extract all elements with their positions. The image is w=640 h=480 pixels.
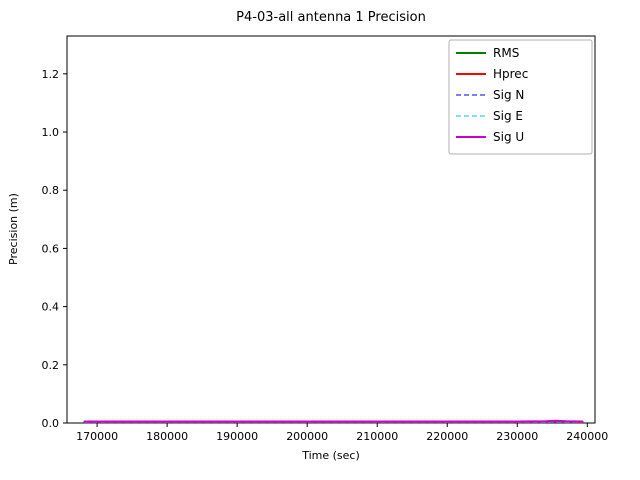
legend-label-rms: RMS [493, 46, 519, 60]
y-tick-label: 0.4 [42, 301, 60, 314]
legend-label-sig-e: Sig E [493, 109, 523, 123]
y-tick-label: 0.8 [42, 184, 60, 197]
x-tick-label: 230000 [496, 430, 538, 443]
x-tick-label: 180000 [146, 430, 188, 443]
legend-label-sig-u: Sig U [493, 130, 524, 144]
y-tick-label: 1.0 [42, 126, 60, 139]
y-tick-label: 1.2 [42, 68, 60, 81]
x-tick-label: 240000 [566, 430, 608, 443]
x-axis-label: Time (sec) [301, 449, 360, 462]
chart-title: P4-03-all antenna 1 Precision [236, 10, 426, 25]
x-tick-label: 200000 [286, 430, 328, 443]
series-line-sig-u [83, 419, 584, 423]
legend-label-sig-n: Sig N [493, 88, 524, 102]
legend-label-hprec: Hprec [493, 67, 528, 81]
y-tick-label: 0.2 [42, 359, 60, 372]
y-axis-label: Precision (m) [7, 193, 20, 265]
legend [448, 39, 593, 155]
x-tick-label: 170000 [76, 430, 118, 443]
x-tick-label: 190000 [216, 430, 258, 443]
y-tick-label: 0.6 [42, 242, 60, 255]
x-tick-label: 220000 [426, 430, 468, 443]
y-tick-label: 0.0 [42, 417, 60, 430]
x-tick-label: 210000 [356, 430, 398, 443]
